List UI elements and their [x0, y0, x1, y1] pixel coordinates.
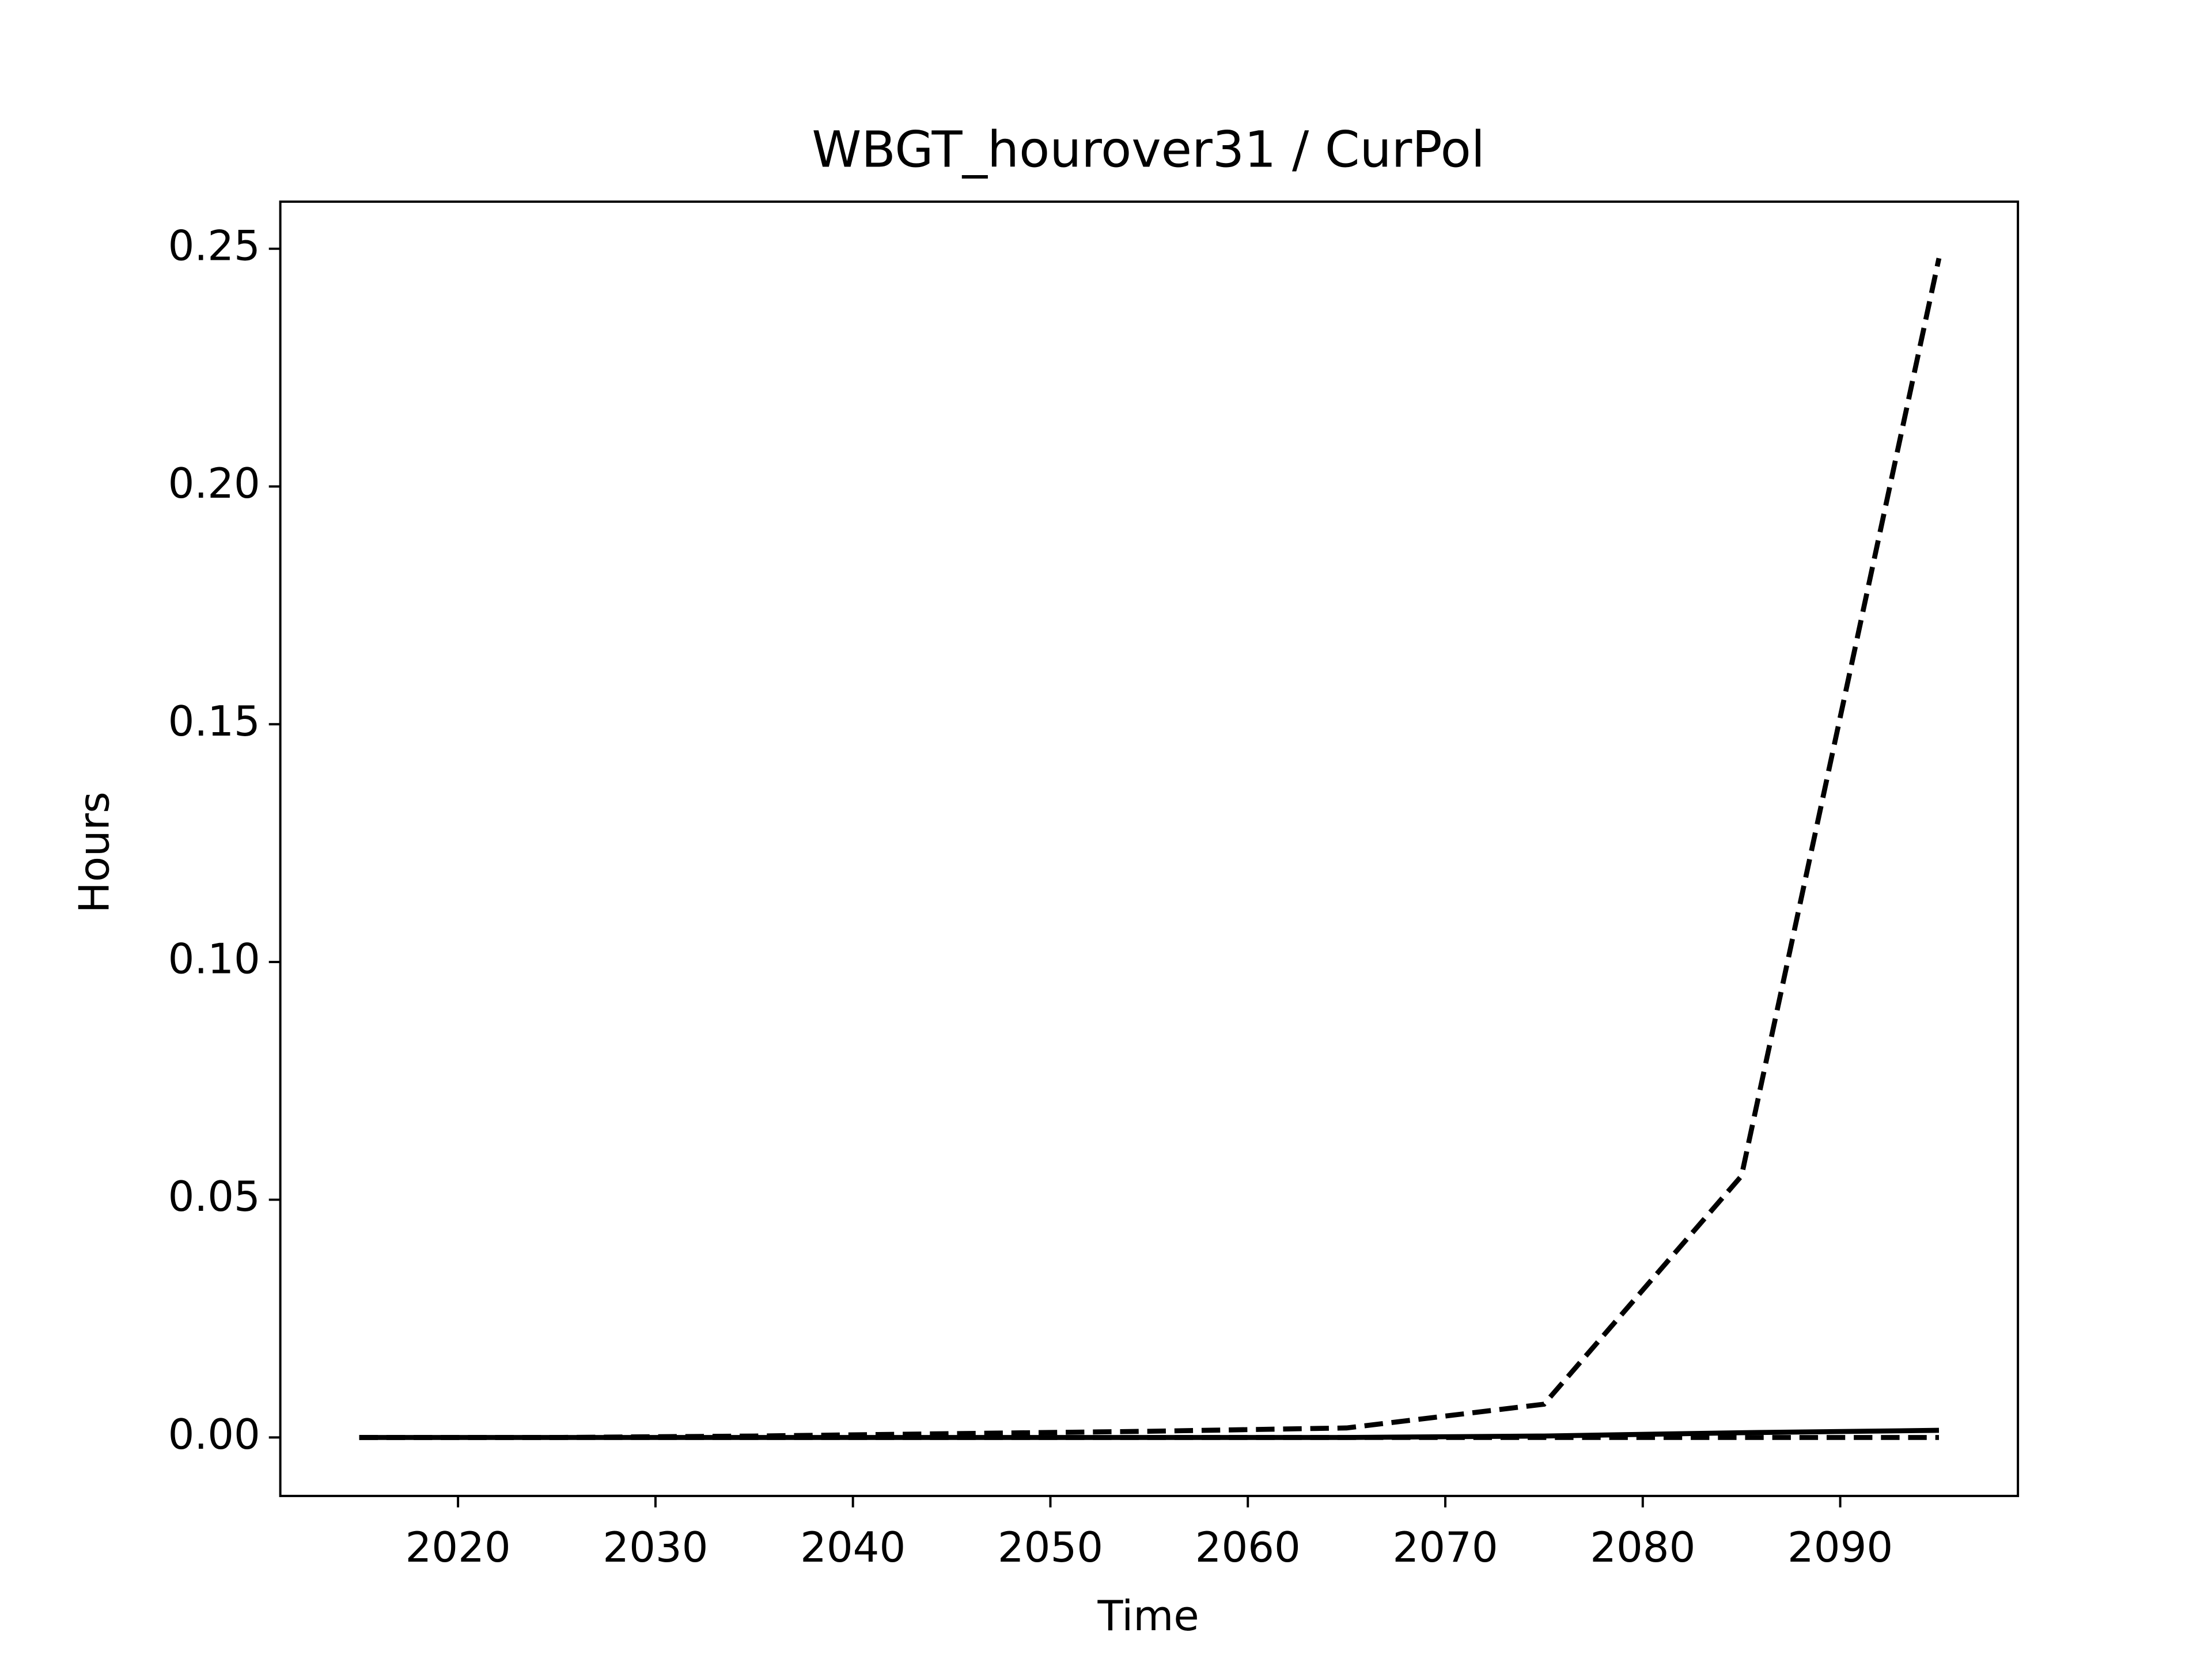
x-tick-label: 2070	[1392, 1523, 1498, 1571]
y-tick-label: 0.15	[168, 697, 260, 745]
plot-frame	[279, 200, 2020, 1497]
x-tick-label: 2040	[800, 1523, 906, 1571]
line-series	[359, 257, 1942, 1440]
y-tick-label: 0.10	[168, 935, 260, 983]
x-tick-label: 2090	[1787, 1523, 1893, 1571]
y-tick-label: 0.05	[168, 1172, 260, 1221]
y-tick-label: 0.00	[168, 1410, 260, 1459]
x-axis-label: Time	[1097, 1592, 1199, 1640]
x-tick-label: 2080	[1590, 1523, 1695, 1571]
x-tick-label: 2060	[1195, 1523, 1301, 1571]
y-axis-label: Hours	[70, 791, 118, 913]
y-tick-label: 0.25	[168, 221, 260, 270]
y-tick-label: 0.20	[168, 459, 260, 507]
x-tick-label: 2030	[603, 1523, 708, 1571]
x-tick-label: 2020	[406, 1523, 511, 1571]
x-tick-label: 2050	[998, 1523, 1103, 1571]
chart-title: WBGT_hourover31 / CurPol	[812, 121, 1485, 179]
